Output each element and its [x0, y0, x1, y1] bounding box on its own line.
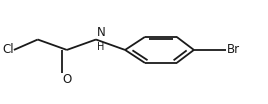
Text: Cl: Cl [2, 43, 14, 56]
Text: O: O [62, 73, 72, 86]
Text: N: N [97, 26, 106, 39]
Text: H: H [97, 42, 105, 52]
Text: Br: Br [227, 43, 240, 56]
